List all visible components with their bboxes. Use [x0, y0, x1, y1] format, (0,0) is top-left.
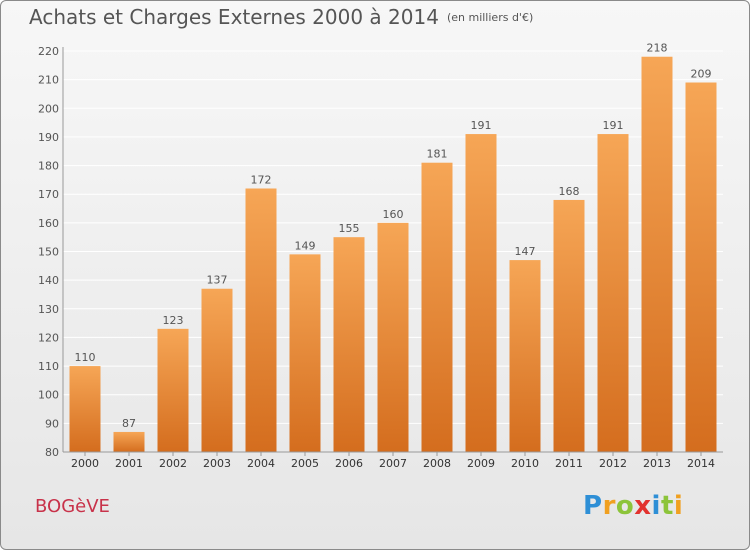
y-tick-label: 190	[38, 131, 59, 144]
data-label: 181	[427, 148, 448, 161]
y-tick-label: 120	[38, 331, 59, 344]
x-tick-label: 2006	[335, 457, 363, 470]
logo-letter: x	[634, 491, 652, 521]
x-tick-label: 2010	[511, 457, 539, 470]
y-tick-label: 210	[38, 74, 59, 87]
bar-2002	[157, 328, 189, 452]
x-tick-label: 2007	[379, 457, 407, 470]
bar-2005	[289, 254, 321, 452]
bar-2009	[465, 134, 497, 453]
chart-subtitle: (en milliers d'€)	[446, 11, 534, 24]
logo-letter: i	[673, 491, 684, 521]
y-tick-label: 160	[38, 217, 59, 230]
bar-2012	[597, 134, 629, 453]
y-tick-label: 220	[38, 45, 59, 58]
bar-2008	[421, 162, 453, 452]
x-tick-label: 2011	[555, 457, 583, 470]
x-tick-label: 2013	[643, 457, 671, 470]
data-label: 123	[163, 314, 184, 327]
data-label: 160	[383, 208, 404, 221]
bar-2001	[113, 431, 145, 452]
y-tick-label: 90	[45, 417, 59, 430]
data-label: 110	[75, 351, 96, 364]
x-tick-label: 2002	[159, 457, 187, 470]
chart-title: Achats et Charges Externes 2000 à 2014 (e…	[29, 5, 533, 29]
x-tick-label: 2012	[599, 457, 627, 470]
y-tick-label: 130	[38, 303, 59, 316]
data-label: 172	[251, 173, 272, 186]
y-tick-label: 80	[45, 446, 59, 459]
logo-letter: t	[660, 491, 674, 521]
bar-2006	[333, 237, 365, 452]
x-tick-label: 2003	[203, 457, 231, 470]
bars: 110 87 123 137 172 149 155 160 181 191 147 168 191 21…	[69, 42, 717, 453]
data-label: 191	[471, 119, 492, 132]
place-name: BOGèVE	[35, 496, 110, 517]
bar-2014	[685, 82, 717, 452]
y-tick-label: 110	[38, 360, 59, 373]
y-axis: 80 90 100 110 120 130 140 150 160 170 180 190 200 210…	[38, 45, 64, 459]
data-label: 168	[559, 185, 580, 198]
x-tick-label: 2008	[423, 457, 451, 470]
data-label: 218	[647, 42, 668, 55]
x-tick-label: 2005	[291, 457, 319, 470]
data-label: 155	[339, 222, 360, 235]
data-label: 137	[207, 274, 228, 287]
data-label: 209	[691, 68, 712, 81]
chart-title-text: Achats et Charges Externes 2000 à 2014	[29, 5, 439, 29]
y-tick-label: 100	[38, 389, 59, 402]
bar-2011	[553, 199, 585, 452]
x-tick-label: 2000	[71, 457, 99, 470]
x-tick-label: 2004	[247, 457, 275, 470]
x-tick-label: 2001	[115, 457, 143, 470]
logo-letter: o	[615, 491, 635, 521]
bar-2007	[377, 222, 409, 452]
x-tick-label: 2009	[467, 457, 495, 470]
logo-letter: P	[583, 491, 603, 521]
y-tick-label: 180	[38, 160, 59, 173]
bar-2000	[69, 366, 101, 452]
data-label: 191	[603, 119, 624, 132]
y-tick-label: 150	[38, 246, 59, 259]
x-tick-label: 2014	[687, 457, 715, 470]
proxiti-logo[interactable]: Proxiti	[583, 491, 683, 521]
data-label: 87	[122, 417, 136, 430]
logo-letter: i	[651, 491, 661, 521]
y-tick-label: 200	[38, 102, 59, 115]
data-label: 147	[515, 245, 536, 258]
x-axis: 2000 2001 2002 2003 2004 2005 2006 2007 2008 2009…	[63, 451, 723, 470]
bar-2004	[245, 188, 277, 452]
bar-2013	[641, 56, 673, 452]
y-tick-label: 140	[38, 274, 59, 287]
y-tick-label: 170	[38, 188, 59, 201]
data-label: 149	[295, 239, 316, 252]
bar-2003	[201, 288, 233, 452]
bar-2010	[509, 260, 541, 452]
logo-letter: r	[602, 491, 616, 521]
